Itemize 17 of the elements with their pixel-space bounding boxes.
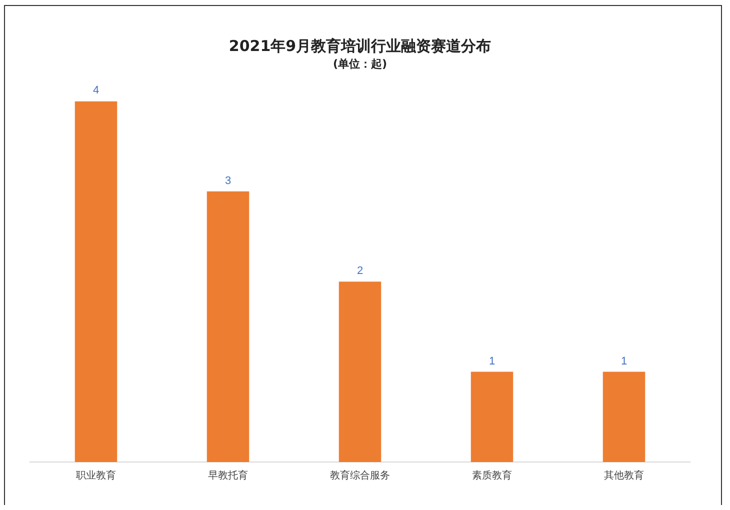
data-label: 4 xyxy=(92,84,100,97)
bar xyxy=(470,372,514,462)
bar xyxy=(602,372,646,462)
chart-title: 2021年9月教育培训行业融资赛道分布 xyxy=(228,36,492,55)
data-label: 2 xyxy=(356,265,364,278)
data-label: 3 xyxy=(224,174,232,187)
x-tick-label: 职业教育 xyxy=(76,470,116,482)
x-tick-label: 早教托育 xyxy=(208,470,248,482)
chart-subtitle: (单位：起) xyxy=(332,57,388,70)
x-tick-label: 素质教育 xyxy=(472,470,512,482)
bar xyxy=(338,282,382,462)
data-label: 1 xyxy=(488,355,496,368)
x-tick-label: 其他教育 xyxy=(604,470,644,482)
bar xyxy=(206,191,250,462)
x-tick-label: 教育综合服务 xyxy=(330,470,390,482)
data-label: 1 xyxy=(620,355,628,368)
bar xyxy=(74,101,118,462)
